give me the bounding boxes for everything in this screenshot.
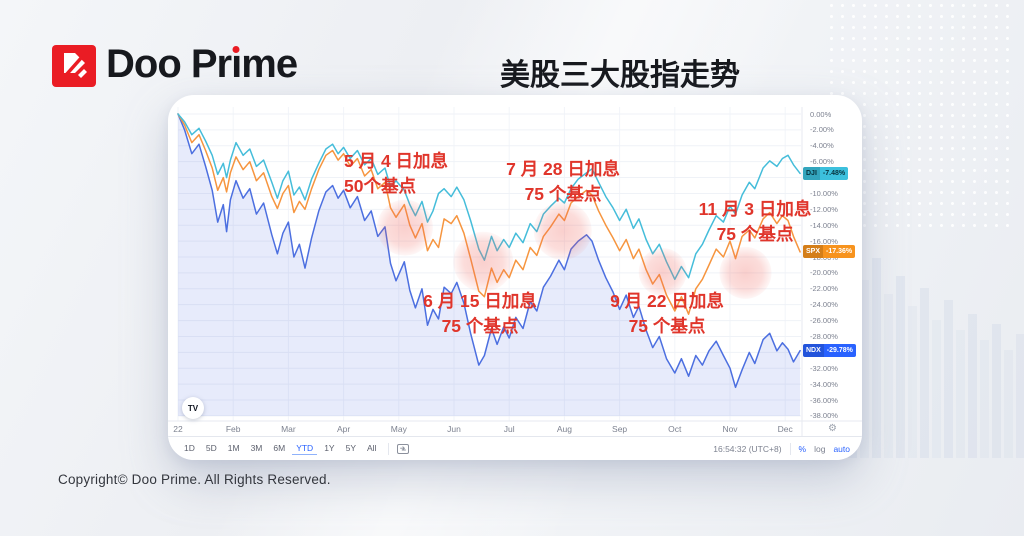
copyright-text: Copyright© Doo Prime. All Rights Reserve…: [58, 472, 331, 487]
x-axis-month-label: Feb: [225, 424, 241, 434]
range-button-3m[interactable]: 3M: [250, 443, 263, 453]
y-axis-label: -22.00%: [810, 284, 838, 294]
y-axis-label: -10.00%: [810, 188, 838, 198]
x-axis-month-label: Apr: [336, 424, 351, 434]
x-axis-month-label: Nov: [722, 424, 738, 434]
scale-button-%[interactable]: %: [798, 443, 807, 454]
y-axis-label: -36.00%: [810, 395, 838, 405]
annotation-sep22-hike: 9 月 22 日加息 75 个基点: [610, 291, 724, 336]
y-axis-label: -24.00%: [810, 300, 838, 310]
range-button-1d[interactable]: 1D: [184, 443, 195, 453]
chart-toolbar: 1D 5D 1M 3M 6M YTD 1Y 5Y All 16:54:32 (UTC+8) % l…: [168, 436, 862, 460]
scale-button-log[interactable]: log: [814, 443, 826, 454]
background-bars-watermark: [848, 258, 1024, 458]
gridlines: [168, 107, 862, 436]
y-axis-label: -16.00%: [810, 236, 838, 246]
rate-hike-circle-4: [719, 246, 772, 299]
y-axis-label: -4.00%: [810, 141, 834, 151]
chart-card: 0.00%-2.00%-4.00%-6.00%-8.00%-10.00%-12.…: [168, 95, 862, 460]
x-axis-month-label: May: [390, 424, 407, 434]
rate-hike-circle-1: [453, 231, 514, 292]
range-button-1m[interactable]: 1M: [227, 443, 240, 453]
x-axis-month-label: Jun: [447, 424, 461, 434]
doo-prime-logo-icon: [52, 45, 96, 87]
y-axis-label: -26.00%: [810, 316, 838, 326]
price-chart[interactable]: [168, 95, 862, 460]
y-axis-label: -14.00%: [810, 220, 838, 230]
range-button-5d[interactable]: 5D: [205, 443, 217, 453]
y-axis-label: -2.00%: [810, 125, 834, 135]
clock-label: 16:54:32 (UTC+8): [713, 443, 782, 454]
y-axis-label: -28.00%: [810, 331, 838, 341]
tradingview-logo[interactable]: TV: [182, 397, 204, 419]
axis-badge-ndx: NDX -29.78%: [803, 344, 856, 358]
range-buttons: 1D 5D 1M 3M 6M YTD 1Y 5Y All: [180, 442, 380, 455]
annotation-nov3-hike: 11 月 3 日加息 75 个基点: [698, 199, 812, 244]
range-button-1y[interactable]: 1Y: [324, 443, 335, 453]
x-axis-month-label: 22: [173, 424, 183, 434]
range-button-6m[interactable]: 6M: [273, 443, 286, 453]
axis-badge-dji: DJI -7.48%: [803, 166, 849, 180]
annotation-may4-hike: 5 月 4 日加息 50个基点: [344, 151, 449, 196]
go-to-date-icon[interactable]: [397, 443, 410, 454]
x-axis-month-label: Mar: [281, 424, 296, 434]
x-axis-month-label: Aug: [556, 424, 572, 434]
x-axis-month-label: Sep: [612, 424, 628, 434]
range-button-5y[interactable]: 5Y: [345, 443, 356, 453]
gear-icon[interactable]: ⚙: [828, 423, 837, 434]
x-axis-month-label: Oct: [668, 424, 682, 434]
page-title: 美股三大股指走势: [500, 59, 740, 92]
annotation-jun15-hike: 6 月 15 日加息 75 个基点: [423, 291, 537, 336]
y-axis-label: -34.00%: [810, 379, 838, 389]
rate-hike-circle-2: [533, 201, 592, 260]
range-button-ytd[interactable]: YTD: [292, 442, 318, 455]
y-axis-label: 0.00%: [810, 109, 832, 119]
toolbar-divider: [789, 442, 791, 455]
toolbar-divider: [388, 442, 390, 455]
brand-i-dot: [232, 46, 240, 53]
y-axis-label: -6.00%: [810, 157, 834, 167]
annotation-jul28-hike: 7 月 28 日加息 75 个基点: [506, 159, 620, 204]
range-button-all[interactable]: All: [367, 443, 377, 453]
series-ndx-line: [177, 113, 801, 389]
x-axis-month-label: Dec: [777, 424, 793, 434]
axis-badge-spx: SPX -17.36%: [803, 245, 856, 259]
brand-wordmark: Doo Prı me: [106, 42, 298, 86]
y-axis-label: -32.00%: [810, 363, 838, 373]
scale-button-auto[interactable]: auto: [833, 443, 850, 454]
scale-buttons: % log auto: [799, 444, 850, 454]
y-axis-label: -12.00%: [810, 204, 838, 214]
rate-hike-circle-0: [376, 199, 433, 256]
x-axis-month-label: Jul: [503, 424, 515, 434]
y-axis-label: -20.00%: [810, 268, 838, 278]
y-axis-label: -38.00%: [810, 411, 838, 421]
rate-hike-circle-3: [638, 248, 687, 297]
